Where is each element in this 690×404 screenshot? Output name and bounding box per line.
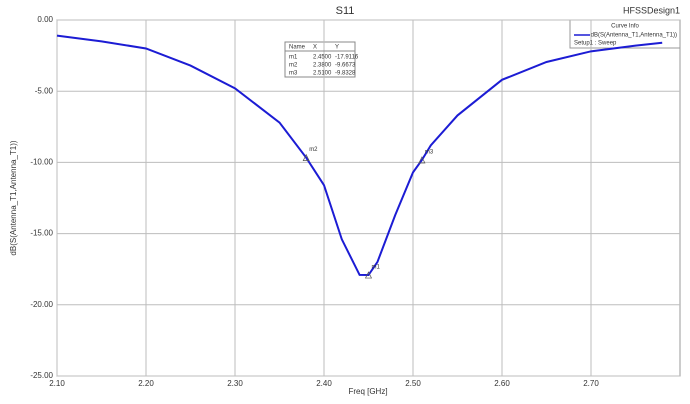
marker-point bbox=[364, 271, 373, 279]
marker-table-name: m1 bbox=[289, 55, 298, 61]
x-tick-label: 2.10 bbox=[49, 379, 65, 388]
legend-entry: dB(S(Antenna_T1,Antenna_T1)) bbox=[591, 33, 677, 39]
data-line bbox=[56, 34, 663, 277]
y-tick-label: -25.00 bbox=[30, 371, 53, 380]
marker-point bbox=[302, 153, 310, 162]
marker-label: m3 bbox=[425, 150, 434, 156]
marker-table-name: m2 bbox=[289, 63, 298, 69]
legend-setup: Setup1 : Sweep bbox=[574, 41, 617, 47]
chart-title: S11 bbox=[336, 5, 355, 17]
x-axis-label: Freq [GHz] bbox=[348, 387, 387, 396]
marker-label: m2 bbox=[309, 147, 318, 153]
marker-table-header: Name bbox=[289, 45, 306, 51]
x-tick-label: 2.40 bbox=[316, 379, 332, 388]
marker-table-x: 2.4500 bbox=[313, 55, 332, 61]
y-tick-label: -15.00 bbox=[30, 229, 53, 238]
x-tick-label: 2.70 bbox=[583, 379, 599, 388]
marker-table-y: -9.6673 bbox=[335, 63, 356, 69]
x-tick-label: 2.60 bbox=[494, 379, 510, 388]
x-tick-label: 2.50 bbox=[405, 379, 421, 388]
legend-title: Curve Info bbox=[611, 24, 639, 30]
marker-table-header: Y bbox=[335, 45, 339, 51]
marker-label: m1 bbox=[372, 265, 381, 271]
marker-point bbox=[418, 156, 426, 164]
y-tick-label: 0.00 bbox=[37, 15, 53, 24]
marker-table-header: X bbox=[313, 45, 317, 51]
marker-table-y: -9.8328 bbox=[335, 71, 356, 77]
marker-table-x: 2.5100 bbox=[313, 71, 332, 77]
x-tick-label: 2.20 bbox=[138, 379, 154, 388]
marker-table-x: 2.3800 bbox=[313, 63, 332, 69]
x-tick-label: 2.30 bbox=[227, 379, 243, 388]
marker-table-name: m3 bbox=[289, 71, 298, 77]
y-axis-label: dB(S(Antenna_T1,Antenna_T1)) bbox=[9, 140, 18, 256]
marker-table-box bbox=[284, 41, 356, 78]
marker-table-y: -17.9116 bbox=[335, 55, 359, 61]
y-tick-label: -20.00 bbox=[30, 300, 53, 309]
design-name: HFSSDesign1 bbox=[623, 5, 680, 15]
y-tick-label: -10.00 bbox=[30, 158, 53, 167]
y-tick-label: -5.00 bbox=[35, 86, 54, 95]
